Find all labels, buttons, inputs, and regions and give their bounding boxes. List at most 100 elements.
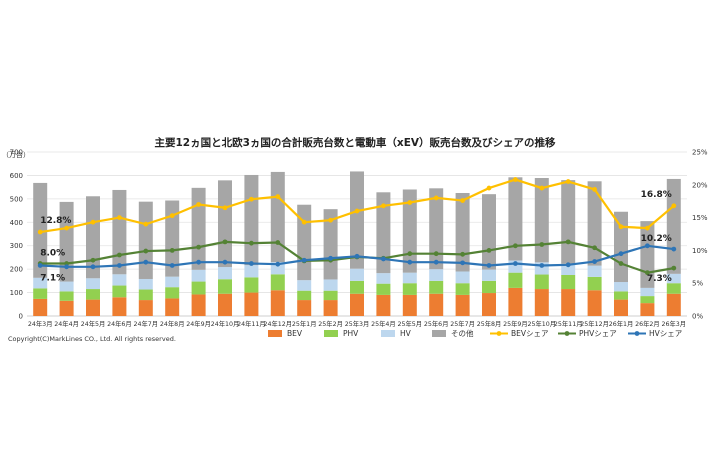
phv-share-point bbox=[249, 240, 254, 246]
bev-share-point bbox=[381, 203, 386, 209]
bar-other bbox=[482, 194, 496, 270]
phv-share-point bbox=[117, 252, 122, 258]
legend-label: BEVシェア bbox=[511, 329, 549, 338]
left-axis-tick-label: 400 bbox=[10, 219, 23, 227]
x-tick-label: 25年8月 bbox=[477, 319, 502, 328]
share-annotation: 8.0% bbox=[40, 249, 65, 259]
hv-share-point bbox=[407, 259, 413, 265]
bar-phv bbox=[561, 275, 576, 290]
x-tick-label: 25年3月 bbox=[345, 319, 370, 328]
phv-share-point bbox=[618, 261, 624, 266]
x-tick-label: 25年5月 bbox=[397, 319, 422, 328]
bar-phv bbox=[534, 274, 549, 290]
bev-share-point bbox=[592, 186, 597, 192]
bar-bev bbox=[59, 300, 74, 316]
bev-share-point bbox=[354, 208, 360, 214]
share-annotation: 7.1% bbox=[40, 273, 65, 283]
bev-share-point bbox=[539, 185, 545, 191]
share-annotation: 12.8% bbox=[40, 216, 71, 226]
hv-share-point bbox=[143, 259, 149, 265]
bar-other bbox=[86, 196, 100, 279]
bar-other bbox=[561, 180, 576, 264]
right-axis-tick-label: 10% bbox=[692, 247, 708, 255]
legend-swatch bbox=[324, 330, 338, 337]
bar-hv bbox=[165, 276, 180, 288]
hv-share-point bbox=[169, 263, 175, 268]
bar-hv bbox=[614, 282, 628, 292]
bar-other bbox=[218, 180, 232, 268]
x-tick-label: 25年11月 bbox=[554, 319, 583, 328]
hv-share-point bbox=[117, 263, 122, 268]
bar-bev bbox=[191, 294, 206, 316]
bar-phv bbox=[455, 283, 470, 295]
bar-phv bbox=[508, 272, 523, 288]
bev-share-point bbox=[117, 215, 122, 221]
x-tick-label: 26年3月 bbox=[661, 319, 686, 328]
hv-share-point bbox=[275, 261, 281, 267]
x-tick-label: 24年8月 bbox=[160, 319, 185, 328]
bar-hv bbox=[376, 273, 391, 284]
bar-other bbox=[244, 174, 259, 266]
phv-share-point bbox=[539, 242, 545, 247]
bar-bev bbox=[455, 294, 470, 316]
bar-other bbox=[429, 188, 444, 270]
bar-phv bbox=[323, 290, 338, 301]
left-axis-tick-label: 0 bbox=[19, 313, 23, 321]
bar-phv bbox=[482, 280, 496, 294]
phv-share-point bbox=[671, 265, 677, 271]
hv-share-point bbox=[618, 251, 624, 257]
bev-share-point bbox=[275, 194, 281, 200]
hv-share-point bbox=[460, 260, 465, 266]
bar-hv bbox=[33, 277, 48, 289]
hv-share-point bbox=[301, 257, 307, 263]
legend-swatch bbox=[432, 330, 446, 337]
hv-share-point bbox=[539, 263, 545, 268]
bev-share-point bbox=[222, 205, 228, 211]
bev-share-point bbox=[513, 177, 518, 182]
left-axis-tick-label: 600 bbox=[10, 172, 23, 180]
phv-share-point bbox=[143, 248, 149, 254]
bar-phv bbox=[587, 276, 602, 291]
left-axis-tick-label: 100 bbox=[10, 289, 23, 297]
x-tick-label: 24年6月 bbox=[107, 319, 132, 328]
phv-share-point bbox=[460, 251, 465, 257]
x-tick-label: 25年9月 bbox=[503, 319, 528, 328]
bev-share-point bbox=[249, 196, 254, 202]
bar-hv bbox=[666, 273, 681, 284]
phv-share-point bbox=[196, 244, 202, 250]
bar-hv bbox=[59, 281, 74, 292]
x-tick-label: 24年7月 bbox=[133, 319, 158, 328]
x-tick-label: 26年1月 bbox=[609, 319, 634, 328]
bar-bev bbox=[614, 299, 628, 316]
bev-share-point bbox=[37, 229, 43, 235]
x-tick-label: 26年2月 bbox=[635, 319, 660, 328]
hv-share-point bbox=[37, 263, 43, 268]
bar-other bbox=[138, 201, 153, 279]
x-tick-label: 24年3月 bbox=[28, 319, 53, 328]
bar-phv bbox=[614, 291, 628, 300]
bar-hv bbox=[191, 269, 206, 282]
bar-hv bbox=[561, 263, 576, 275]
hv-share-point bbox=[513, 261, 518, 266]
bar-other bbox=[534, 178, 549, 263]
bev-share-point bbox=[645, 225, 650, 231]
bar-bev bbox=[350, 293, 364, 316]
hv-share-point bbox=[249, 261, 254, 266]
chart-title: 主要12ヵ国と北欧3ヵ国の合計販売台数と電動車（xEV）販売台数及びシェアの推移 bbox=[155, 136, 556, 149]
x-tick-label: 24年9月 bbox=[186, 319, 211, 328]
legend-marker bbox=[634, 331, 640, 336]
bar-hv bbox=[402, 272, 417, 284]
bar-phv bbox=[33, 288, 48, 299]
hv-share-point bbox=[222, 259, 228, 265]
phv-share-point bbox=[565, 239, 571, 245]
bar-hv bbox=[244, 265, 259, 278]
x-tick-label: 25年7月 bbox=[450, 319, 475, 328]
bar-bev bbox=[270, 290, 285, 316]
bev-share-point bbox=[565, 179, 571, 184]
bar-hv bbox=[640, 287, 655, 297]
bar-phv bbox=[402, 283, 417, 295]
bev-share-point bbox=[169, 213, 175, 219]
phv-share-point bbox=[407, 251, 413, 257]
bar-hv bbox=[218, 267, 232, 280]
